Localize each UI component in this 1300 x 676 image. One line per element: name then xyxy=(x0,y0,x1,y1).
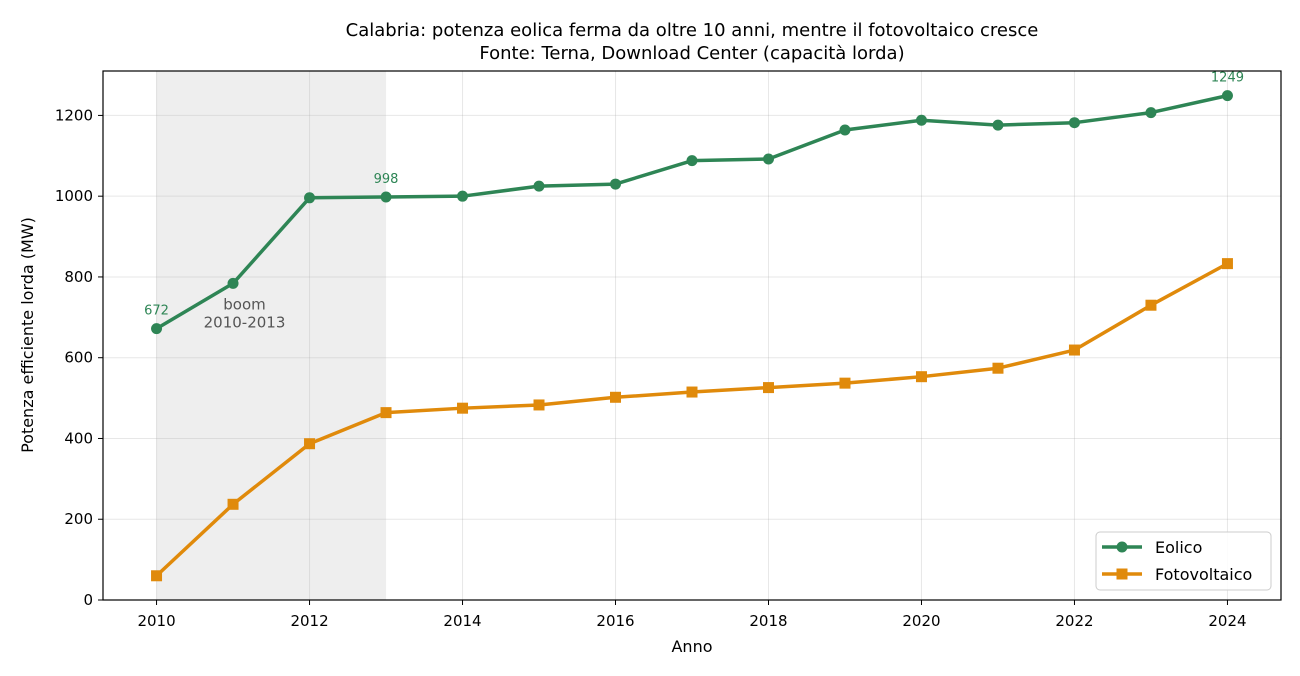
data-point-eolico xyxy=(227,277,239,289)
data-point-eolico xyxy=(304,192,316,204)
data-point-fotovoltaico xyxy=(1145,299,1157,311)
y-tick-label: 1200 xyxy=(55,106,93,124)
legend-marker-eolico xyxy=(1116,541,1128,553)
legend-label-fotovoltaico: Fotovoltaico xyxy=(1155,565,1252,584)
boom-shaded-span xyxy=(156,71,387,600)
grid-layer xyxy=(103,71,1281,601)
y-axis-label: Potenza efficiente lorda (MW) xyxy=(18,217,37,453)
chart-title: Calabria: potenza eolica ferma da oltre … xyxy=(346,20,1039,41)
data-label: 672 xyxy=(144,304,169,319)
data-point-fotovoltaico xyxy=(304,438,316,450)
tick-layer: 2010 2012 2014 2016 2018 2020 2022 2024 0 200 400 6… xyxy=(55,106,1247,630)
plot-frame xyxy=(102,70,1282,601)
data-point-eolico xyxy=(915,114,927,126)
y-tick-label: 0 xyxy=(83,591,93,609)
y-tick-label: 1000 xyxy=(55,187,93,205)
boom-label-line1: boom xyxy=(223,295,266,313)
data-label: 1249 xyxy=(1211,71,1244,86)
data-point-eolico xyxy=(1068,117,1080,129)
data-point-fotovoltaico xyxy=(839,377,851,389)
data-point-eolico xyxy=(992,119,1004,131)
legend: Eolico Fotovoltaico xyxy=(1095,531,1272,591)
x-axis-label: Anno xyxy=(671,637,712,656)
x-tick-label: 2010 xyxy=(137,612,175,630)
x-tick-label: 2024 xyxy=(1208,612,1246,630)
legend-marker-fotovoltaico xyxy=(1116,568,1128,580)
x-tick-label: 2022 xyxy=(1055,612,1093,630)
y-tick-label: 400 xyxy=(64,429,93,447)
chart-subtitle: Fonte: Terna, Download Center (capacità … xyxy=(479,43,904,64)
data-point-fotovoltaico xyxy=(992,362,1004,374)
boom-label-line2: 2010-2013 xyxy=(204,313,286,331)
data-point-fotovoltaico xyxy=(915,371,927,383)
x-tick-label: 2014 xyxy=(443,612,481,630)
data-point-fotovoltaico xyxy=(227,498,239,510)
legend-label-eolico: Eolico xyxy=(1155,538,1202,557)
data-point-fotovoltaico xyxy=(380,407,392,419)
x-tick-label: 2012 xyxy=(290,612,328,630)
data-point-fotovoltaico xyxy=(1221,258,1233,270)
y-tick-label: 200 xyxy=(64,510,93,528)
series-layer xyxy=(151,90,1233,582)
x-tick-label: 2016 xyxy=(596,612,634,630)
data-point-eolico xyxy=(839,124,851,136)
data-point-eolico xyxy=(457,190,469,202)
data-point-eolico xyxy=(610,178,622,190)
data-point-fotovoltaico xyxy=(533,399,545,411)
data-label: 998 xyxy=(374,172,399,187)
data-point-fotovoltaico xyxy=(1068,344,1080,356)
x-tick-label: 2018 xyxy=(749,612,787,630)
data-point-eolico xyxy=(151,323,163,335)
data-point-fotovoltaico xyxy=(762,382,774,394)
data-point-eolico xyxy=(1221,90,1233,102)
data-point-eolico xyxy=(380,191,392,203)
data-point-eolico xyxy=(1145,107,1157,119)
data-point-eolico xyxy=(533,180,545,192)
y-tick-label: 800 xyxy=(64,268,93,286)
data-point-fotovoltaico xyxy=(610,391,622,403)
data-point-eolico xyxy=(686,155,698,167)
data-point-fotovoltaico xyxy=(457,402,469,414)
x-tick-label: 2020 xyxy=(902,612,940,630)
data-point-eolico xyxy=(762,153,774,165)
data-point-fotovoltaico xyxy=(151,570,163,582)
annotation-layer: 672 998 1249 xyxy=(144,71,1244,319)
y-tick-label: 600 xyxy=(64,349,93,367)
data-point-fotovoltaico xyxy=(686,386,698,398)
